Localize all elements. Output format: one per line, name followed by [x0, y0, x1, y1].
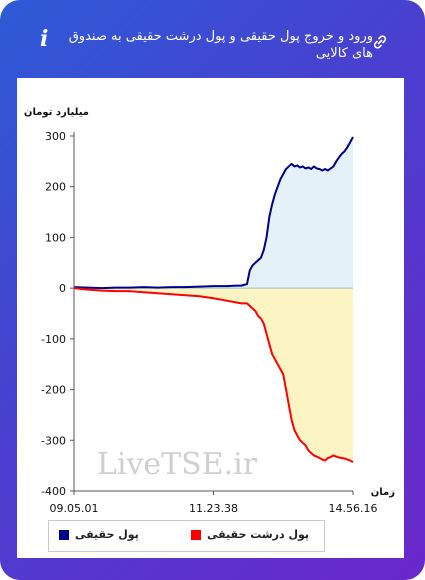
- y-tick-label: 0: [59, 282, 66, 295]
- x-tick-label: 14.56.16: [329, 502, 378, 515]
- y-tick-label: -100: [41, 333, 66, 346]
- positive-area: [74, 137, 353, 289]
- y-tick-label: 300: [45, 130, 66, 143]
- series-line-real-money: [73, 136, 354, 290]
- y-tick-label: -400: [41, 485, 66, 498]
- legend-swatch-big-real-money: [191, 530, 201, 540]
- y-tick-label: 100: [45, 231, 66, 244]
- area-chart: میلیارد تومان LiveTSE.ir 300 200 100 0 -100 -…: [24, 107, 395, 515]
- widget-header: i ورود و خروج پول حقیقی و پول درشت حقیقی…: [10, 10, 415, 72]
- negative-area: [74, 288, 353, 463]
- y-tick-label: -200: [41, 384, 66, 397]
- y-tick-label: 200: [45, 181, 66, 194]
- chart-legend: پول حقیقی پول درشت حقیقی: [48, 520, 325, 552]
- chart-title: ورود و خروج پول حقیقی و پول درشت حقیقی ب…: [68, 29, 373, 61]
- plot-area: 300 200 100 0 -100 -200 -300 -400 09.05.01 11.23.…: [41, 130, 377, 515]
- watermark: LiveTSE.ir: [97, 447, 258, 482]
- legend-item-real-money[interactable]: پول حقیقی: [75, 528, 139, 541]
- x-tick-label: 11.23.38: [189, 502, 238, 515]
- legend-swatch-real-money: [59, 530, 69, 540]
- legend-item-big-real-money[interactable]: پول درشت حقیقی: [207, 528, 310, 541]
- chart-panel: میلیارد تومان LiveTSE.ir 300 200 100 0 -100 -…: [17, 78, 404, 558]
- series-line-big-real-money: [73, 287, 354, 463]
- x-tick-label: 09.05.01: [50, 502, 99, 515]
- x-axis-label: زمان: [371, 487, 395, 498]
- link-icon[interactable]: [372, 34, 388, 50]
- y-axis-label: میلیارد تومان: [24, 107, 89, 118]
- info-icon[interactable]: i: [40, 26, 49, 52]
- y-tick-label: -300: [41, 434, 66, 447]
